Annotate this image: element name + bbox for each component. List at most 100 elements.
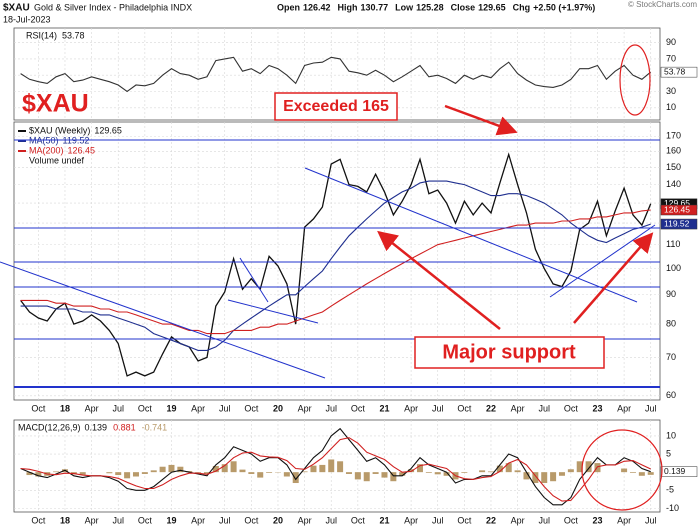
histogram-bar <box>132 472 139 477</box>
value-tag-label: 0.139 <box>664 466 686 476</box>
support-annotation: Major support <box>442 341 576 363</box>
y-tick-label: 90 <box>666 37 676 47</box>
quote-label: High <box>338 2 358 12</box>
legend-name: MA(200) <box>29 145 64 155</box>
x-tick-label: Apr <box>617 403 631 413</box>
histogram-bar <box>168 464 175 473</box>
x-tick-label: Oct <box>351 403 366 413</box>
histogram-bar <box>212 466 219 473</box>
histogram-bar <box>257 472 264 478</box>
y-tick-label: 160 <box>666 146 681 156</box>
histogram-bar <box>532 472 539 484</box>
series-line <box>20 152 652 377</box>
x-tick-label: Apr <box>85 403 99 413</box>
x-tick-label: Jul <box>112 403 124 413</box>
histogram-bar <box>434 472 441 475</box>
quote: Open 126.42 High 130.77 Low 125.28 Close 129.65… <box>277 2 595 12</box>
histogram-bar <box>230 461 237 473</box>
legend-value: 129.65 <box>94 125 122 135</box>
x-tick-label: Apr <box>298 403 312 413</box>
legend-value: -0.741 <box>142 422 168 432</box>
x-tick-label: Jul <box>645 403 657 413</box>
value-tag <box>660 204 698 216</box>
x-tick-label: Oct <box>244 515 259 525</box>
value-tag <box>660 466 698 477</box>
histogram-bar <box>195 472 202 473</box>
x-tick-label: Oct <box>457 403 472 413</box>
date: 18-Jul-2023 <box>3 14 51 24</box>
y-tick-label: 110 <box>666 239 680 249</box>
copyright: © StockCharts.com <box>628 0 697 9</box>
trendlines <box>0 139 660 388</box>
legend-value: 53.78 <box>62 30 85 40</box>
x-tick-label: 22 <box>486 515 496 525</box>
x-tick-label: 23 <box>592 515 602 525</box>
x-tick-label: 21 <box>379 403 389 413</box>
x-tick-label: Oct <box>351 515 366 525</box>
histogram-bar <box>505 463 512 473</box>
y-tick-label: 70 <box>666 53 676 63</box>
x-tick-label: Jul <box>112 515 124 525</box>
histogram-bar <box>337 461 344 473</box>
histogram-bar <box>79 472 86 475</box>
histogram-bar <box>345 472 352 474</box>
quote-value: 126.42 <box>303 2 331 12</box>
histogram-bar <box>115 472 122 476</box>
y-tick-label: 10 <box>666 430 676 440</box>
legend-name: $XAU (Weekly) <box>29 125 90 135</box>
histogram-bar <box>523 472 530 480</box>
x-tick-label: Apr <box>511 403 525 413</box>
exceeded-annotation: Exceeded 165 <box>283 98 389 115</box>
y-tick-label: -10 <box>666 503 679 513</box>
histogram-bar <box>26 472 33 476</box>
x-tick-label: 21 <box>379 515 389 525</box>
x-tick-label: Oct <box>564 403 579 413</box>
y-tick-label: 170 <box>666 131 681 141</box>
quote-label: Chg <box>513 2 531 12</box>
y-tick-label: 90 <box>666 289 676 299</box>
series-line <box>20 437 651 502</box>
histogram-bar <box>141 472 148 474</box>
quote-value: 130.77 <box>361 2 389 12</box>
y-tick-label: 10 <box>666 102 676 112</box>
histogram-bar <box>479 470 486 473</box>
y-tick-label: 100 <box>666 263 681 273</box>
histogram-bar <box>514 470 521 473</box>
histogram-bar <box>363 472 370 482</box>
x-tick-label: Jul <box>432 515 444 525</box>
x-tick-label: Jul <box>325 515 337 525</box>
x-tick-label: Oct <box>244 403 259 413</box>
legend-name: RSI(14) <box>26 30 57 40</box>
histogram-bar <box>621 468 628 473</box>
x-tick-label: Jul <box>325 403 337 413</box>
histogram-bar <box>390 472 397 482</box>
y-tick-label: 70 <box>666 352 676 362</box>
legend-value: 0.139 <box>85 422 108 432</box>
histogram-bar <box>248 472 255 474</box>
histogram-bar <box>354 472 361 480</box>
histogram-bar <box>301 471 308 473</box>
x-tick-label: Oct <box>138 515 153 525</box>
histogram-bar <box>372 472 379 474</box>
annotations: $XAU Exceeded 165 Major support <box>22 44 663 511</box>
x-tick-label: Oct <box>457 515 472 525</box>
histogram-bar <box>585 461 592 473</box>
x-tick-label: Jul <box>432 403 444 413</box>
y-tick-label: 30 <box>666 86 676 96</box>
x-tick-label: Jul <box>219 515 231 525</box>
histogram-bar <box>461 472 468 473</box>
histogram-bar <box>638 472 645 476</box>
legend-volume: Volume undef <box>29 155 85 165</box>
y-tick-label: 150 <box>666 162 681 172</box>
x-tick-label: 20 <box>273 515 283 525</box>
x-tick-label: Apr <box>404 403 418 413</box>
histogram-bar <box>266 472 273 473</box>
panel-title: MACD(12,26,9) <box>18 422 81 432</box>
histogram-bar <box>629 472 636 473</box>
histogram-bar <box>567 469 574 473</box>
histogram-bar <box>319 464 326 473</box>
x-tick-label: 20 <box>273 403 283 413</box>
quote-value: 125.28 <box>416 2 444 12</box>
value-tag-label: 53.78 <box>664 66 686 76</box>
